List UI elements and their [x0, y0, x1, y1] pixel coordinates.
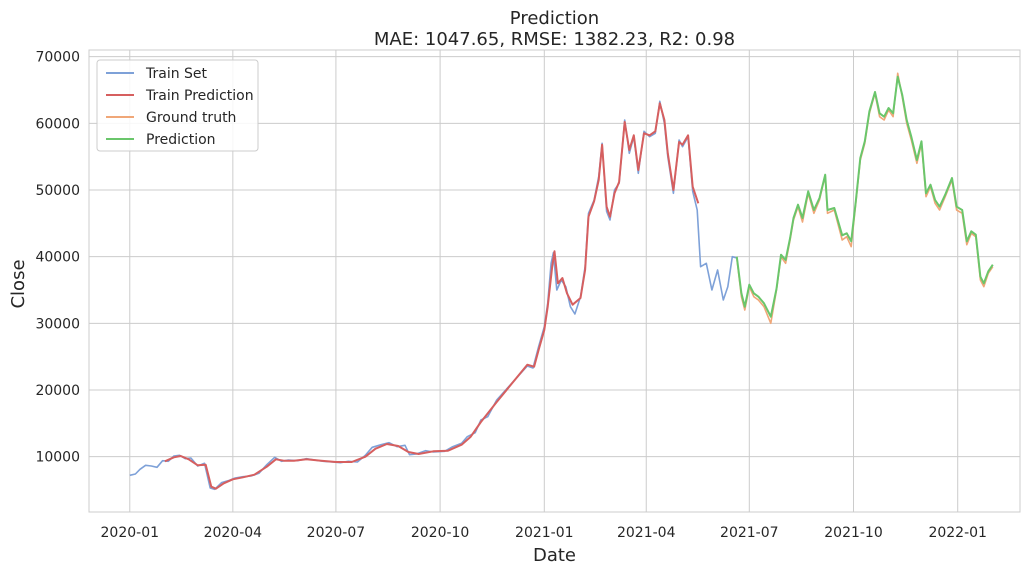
- x-tick-label: 2020-07: [307, 525, 366, 541]
- series-line-prediction: [735, 75, 994, 318]
- x-tick-label: 2020-04: [204, 525, 263, 541]
- legend-label: Train Prediction: [145, 88, 254, 104]
- legend-label: Train Set: [145, 66, 208, 82]
- tick-labels: 10000 20000 30000 40000 50000 60000 70000 2020-…: [35, 50, 987, 541]
- y-tick-label: 10000: [35, 450, 80, 466]
- series-line-train-prediction: [164, 102, 700, 490]
- y-tick-label: 30000: [35, 316, 80, 332]
- y-axis-label: Close: [8, 259, 29, 308]
- x-tick-label: 2022-01: [928, 525, 987, 541]
- y-tick-label: 50000: [35, 183, 80, 199]
- legend-label: Prediction: [146, 132, 216, 148]
- x-axis-label: Date: [533, 545, 576, 566]
- x-tick-label: 2020-10: [411, 525, 470, 541]
- y-tick-label: 70000: [35, 50, 80, 66]
- y-tick-label: 60000: [35, 116, 80, 132]
- x-tick-label: 2021-04: [617, 525, 676, 541]
- x-tick-label: 2021-07: [720, 525, 779, 541]
- x-tick-label: 2020-01: [101, 525, 160, 541]
- chart-title: Prediction: [510, 8, 599, 29]
- series-layer: [129, 72, 994, 491]
- legend-label: Ground truth: [146, 110, 236, 126]
- y-tick-label: 40000: [35, 250, 80, 266]
- legend-box: [96, 59, 259, 152]
- x-tick-label: 2021-01: [515, 525, 574, 541]
- chart-subtitle: MAE: 1047.65, RMSE: 1382.23, R2: 0.98: [374, 29, 735, 50]
- y-tick-label: 20000: [35, 383, 80, 399]
- legend: Train Set Train Prediction Ground truth Pre…: [96, 59, 259, 152]
- x-tick-label: 2021-10: [824, 525, 883, 541]
